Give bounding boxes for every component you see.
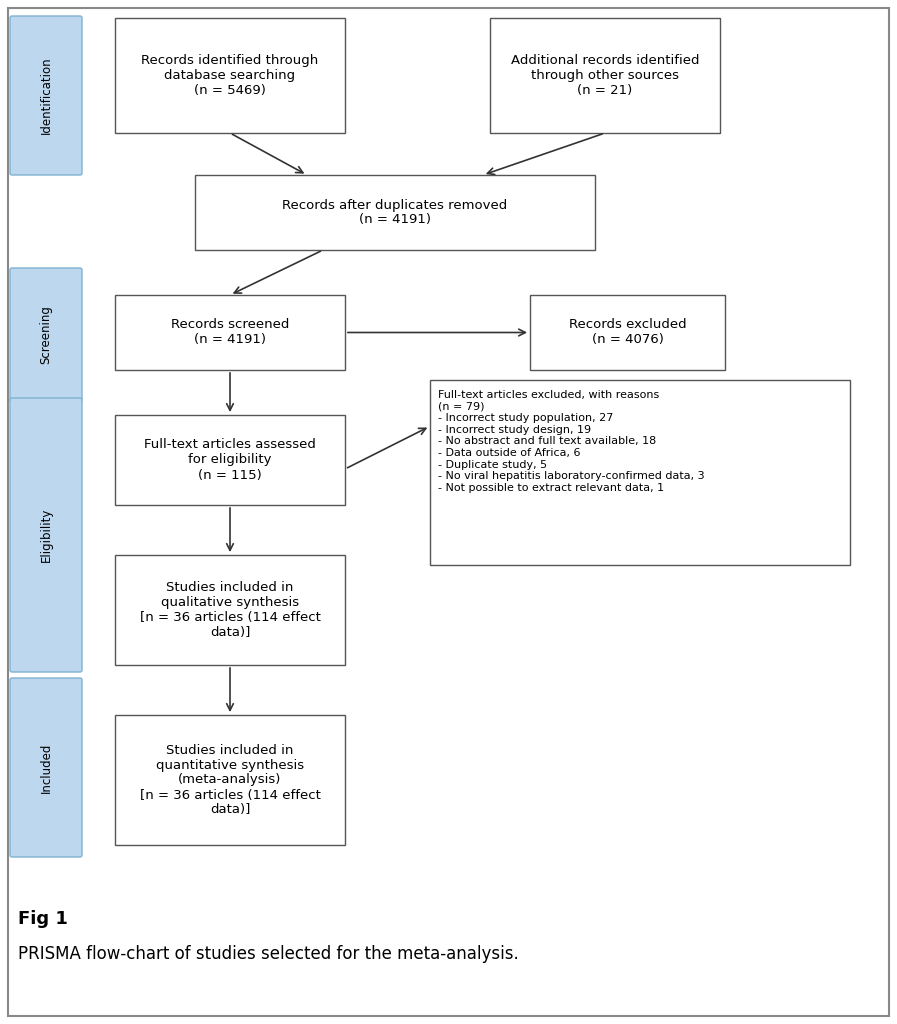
FancyBboxPatch shape — [530, 295, 725, 370]
Text: Fig 1: Fig 1 — [18, 910, 68, 928]
Text: Records after duplicates removed
(n = 4191): Records after duplicates removed (n = 41… — [283, 199, 508, 226]
FancyBboxPatch shape — [490, 18, 720, 133]
Text: Studies included in
qualitative synthesis
[n = 36 articles (114 effect
data)]: Studies included in qualitative synthesi… — [140, 581, 320, 639]
Text: Studies included in
quantitative synthesis
(meta-analysis)
[n = 36 articles (114: Studies included in quantitative synthes… — [140, 743, 320, 816]
Text: PRISMA flow-chart of studies selected for the meta-analysis.: PRISMA flow-chart of studies selected fo… — [18, 945, 518, 963]
Text: Eligibility: Eligibility — [39, 508, 53, 562]
Text: Screening: Screening — [39, 305, 53, 365]
Text: Full-text articles excluded, with reasons
(n = 79)
- Incorrect study population,: Full-text articles excluded, with reason… — [438, 390, 705, 493]
Text: Records excluded
(n = 4076): Records excluded (n = 4076) — [569, 318, 686, 346]
FancyBboxPatch shape — [195, 175, 595, 250]
Text: Records screened
(n = 4191): Records screened (n = 4191) — [170, 318, 289, 346]
FancyBboxPatch shape — [10, 16, 82, 175]
FancyBboxPatch shape — [430, 380, 850, 565]
Text: Full-text articles assessed
for eligibility
(n = 115): Full-text articles assessed for eligibil… — [144, 438, 316, 481]
FancyBboxPatch shape — [115, 715, 345, 845]
FancyBboxPatch shape — [115, 18, 345, 133]
FancyBboxPatch shape — [115, 555, 345, 665]
Text: Additional records identified
through other sources
(n = 21): Additional records identified through ot… — [510, 54, 700, 97]
Text: Identification: Identification — [39, 56, 53, 134]
FancyBboxPatch shape — [10, 398, 82, 672]
FancyBboxPatch shape — [10, 678, 82, 857]
Text: Included: Included — [39, 742, 53, 793]
FancyBboxPatch shape — [10, 268, 82, 402]
FancyBboxPatch shape — [115, 295, 345, 370]
FancyBboxPatch shape — [115, 415, 345, 505]
Text: Records identified through
database searching
(n = 5469): Records identified through database sear… — [142, 54, 318, 97]
